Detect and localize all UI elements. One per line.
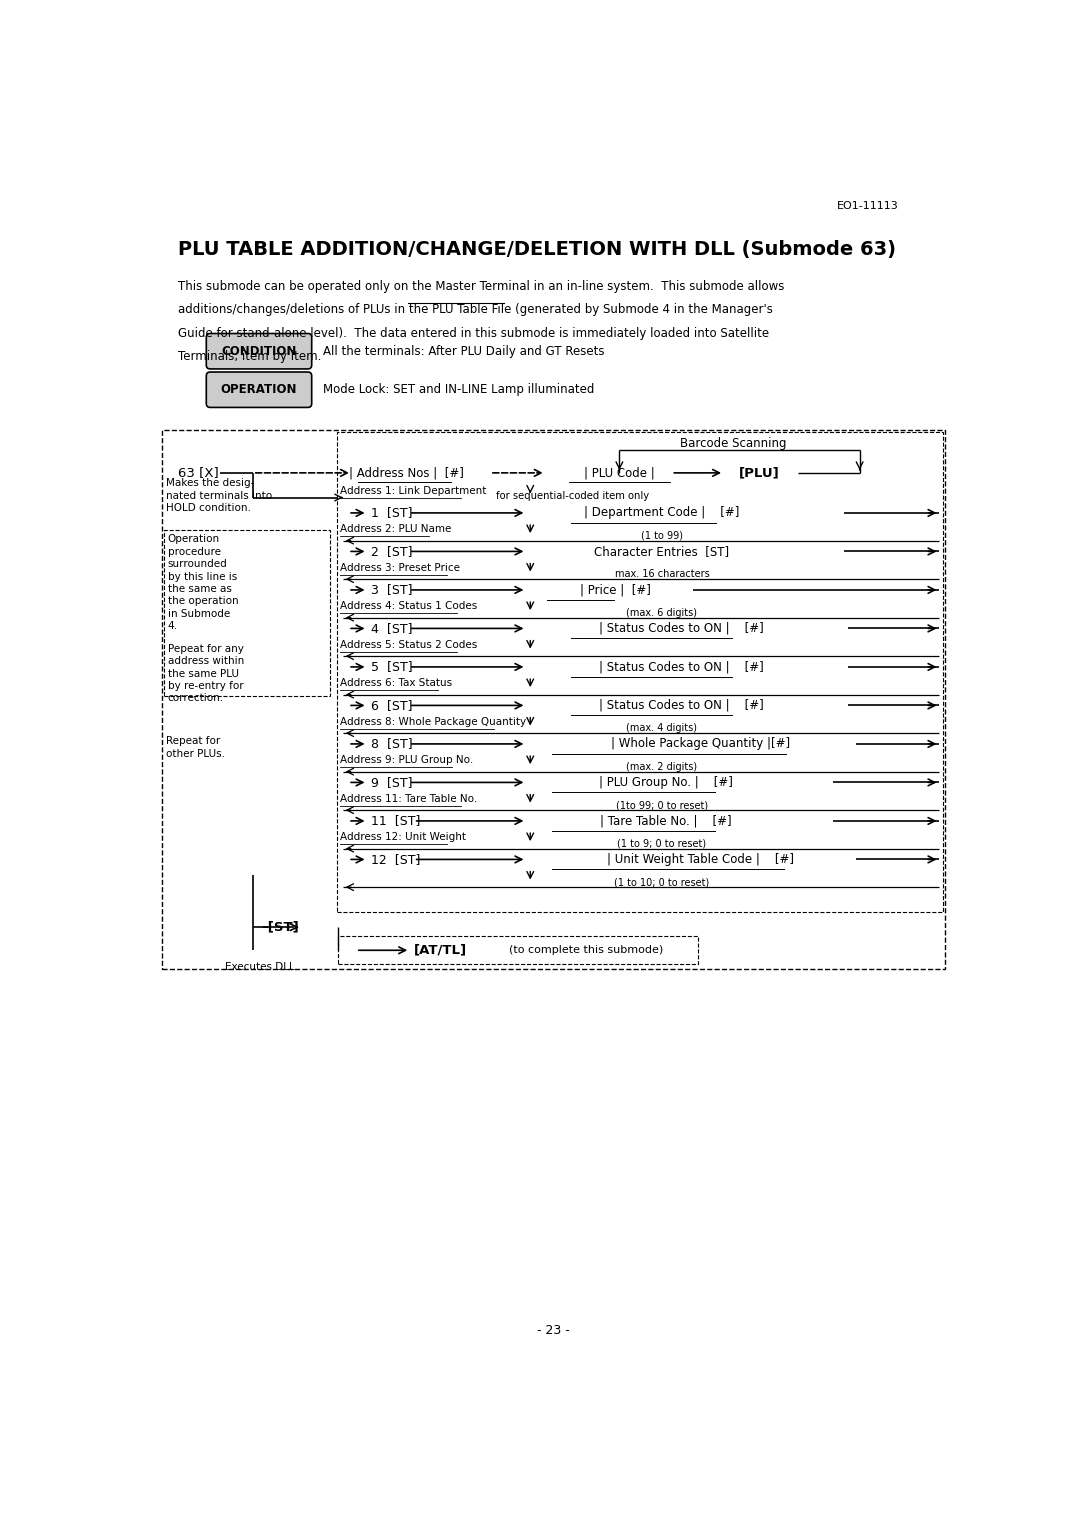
Text: Address 9: PLU Group No.: Address 9: PLU Group No. <box>340 755 474 766</box>
Text: 12  [ST]: 12 [ST] <box>372 853 421 866</box>
Text: Barcode Scanning: Barcode Scanning <box>680 437 786 449</box>
Text: [AT/TL]: [AT/TL] <box>414 944 468 957</box>
Text: All the terminals: After PLU Daily and GT Resets: All the terminals: After PLU Daily and G… <box>323 345 604 358</box>
Text: Repeat for
other PLUs.: Repeat for other PLUs. <box>166 736 225 758</box>
Text: | Unit Weight Table Code |    [#]: | Unit Weight Table Code | [#] <box>607 853 794 866</box>
Text: 3  [ST]: 3 [ST] <box>372 584 413 596</box>
Text: (max. 6 digits): (max. 6 digits) <box>626 608 698 617</box>
Text: CONDITION: CONDITION <box>221 345 297 358</box>
Text: 4  [ST]: 4 [ST] <box>372 622 413 636</box>
Text: Mode Lock: SET and IN-LINE Lamp illuminated: Mode Lock: SET and IN-LINE Lamp illumina… <box>323 384 594 396</box>
Text: –[ST]: –[ST] <box>261 921 299 934</box>
Text: (max. 4 digits): (max. 4 digits) <box>626 723 698 733</box>
Text: | Department Code |    [#]: | Department Code | [#] <box>584 506 740 520</box>
Text: Makes the desig-
nated terminals into
HOLD condition.: Makes the desig- nated terminals into HO… <box>166 478 272 513</box>
Text: (max. 2 digits): (max. 2 digits) <box>626 761 698 772</box>
Text: for sequential-coded item only: for sequential-coded item only <box>497 492 649 501</box>
Text: (to complete this submode): (to complete this submode) <box>509 946 663 955</box>
Text: 1  [ST]: 1 [ST] <box>372 506 413 520</box>
FancyBboxPatch shape <box>206 333 312 368</box>
Text: | Address Nos |  [#]: | Address Nos | [#] <box>349 466 463 480</box>
Text: (1 to 10; 0 to reset): (1 to 10; 0 to reset) <box>615 877 710 888</box>
Text: Address 1: Link Department: Address 1: Link Department <box>340 486 487 497</box>
Text: | Status Codes to ON |    [#]: | Status Codes to ON | [#] <box>599 622 764 636</box>
Text: Address 5: Status 2 Codes: Address 5: Status 2 Codes <box>340 640 477 649</box>
Text: (1to 99; 0 to reset): (1to 99; 0 to reset) <box>616 801 708 810</box>
Text: | Price |  [#]: | Price | [#] <box>580 584 651 596</box>
Text: Character Entries  [ST]: Character Entries [ST] <box>594 545 730 558</box>
Text: Guide for stand-alone level).  The data entered in this submode is immediately l: Guide for stand-alone level). The data e… <box>177 327 769 339</box>
Text: | Tare Table No. |    [#]: | Tare Table No. | [#] <box>600 814 731 828</box>
Text: | Whole Package Quantity |[#]: | Whole Package Quantity |[#] <box>611 738 791 750</box>
Text: | PLU Code |: | PLU Code | <box>584 466 654 480</box>
Text: Pepeat for any
address within
the same PLU
by re-entry for
correction.: Pepeat for any address within the same P… <box>167 643 244 703</box>
Bar <box>337 432 943 912</box>
Text: (1 to 9; 0 to reset): (1 to 9; 0 to reset) <box>618 839 706 848</box>
Bar <box>338 937 699 964</box>
Text: Address 6: Tax Status: Address 6: Tax Status <box>340 678 453 689</box>
Text: additions/changes/deletions of PLUs in the PLU Table File (generated by Submode : additions/changes/deletions of PLUs in t… <box>177 304 772 316</box>
Bar <box>162 429 945 969</box>
Text: Address 4: Status 1 Codes: Address 4: Status 1 Codes <box>340 602 477 611</box>
Text: Operation
procedure
surrounded
by this line is
the same as
the operation
in Subm: Operation procedure surrounded by this l… <box>167 535 239 631</box>
FancyBboxPatch shape <box>206 371 312 408</box>
Text: Executes DLL.: Executes DLL. <box>225 963 298 972</box>
Text: 8  [ST]: 8 [ST] <box>372 738 413 750</box>
Text: EO1-11113: EO1-11113 <box>837 202 899 211</box>
Text: Address 12: Unit Weight: Address 12: Unit Weight <box>340 833 467 842</box>
Text: 11  [ST]: 11 [ST] <box>372 814 421 828</box>
Text: 63 [X]: 63 [X] <box>178 466 218 480</box>
Text: | Status Codes to ON |    [#]: | Status Codes to ON | [#] <box>599 698 764 712</box>
Text: Address 2: PLU Name: Address 2: PLU Name <box>340 524 451 535</box>
Text: max. 16 characters: max. 16 characters <box>615 568 710 579</box>
Text: OPERATION: OPERATION <box>220 384 297 396</box>
Text: Address 3: Preset Price: Address 3: Preset Price <box>340 562 460 573</box>
Text: 5  [ST]: 5 [ST] <box>372 660 413 674</box>
Text: PLU TABLE ADDITION/CHANGE/DELETION WITH DLL (Submode 63): PLU TABLE ADDITION/CHANGE/DELETION WITH … <box>177 240 895 258</box>
Bar <box>164 530 330 697</box>
Text: | PLU Group No. |    [#]: | PLU Group No. | [#] <box>599 776 733 788</box>
Text: This submode can be operated only on the Master Terminal in an in-line system.  : This submode can be operated only on the… <box>177 280 784 293</box>
Text: Terminals, item by item.: Terminals, item by item. <box>177 350 321 362</box>
Text: [PLU]: [PLU] <box>739 466 780 480</box>
Text: | Status Codes to ON |    [#]: | Status Codes to ON | [#] <box>599 660 764 674</box>
Text: (1 to 99): (1 to 99) <box>642 530 683 541</box>
Text: 9  [ST]: 9 [ST] <box>372 776 413 788</box>
Text: 6  [ST]: 6 [ST] <box>372 698 413 712</box>
Text: - 23 -: - 23 - <box>537 1325 570 1337</box>
Text: 2  [ST]: 2 [ST] <box>372 545 413 558</box>
Text: Address 11: Tare Table No.: Address 11: Tare Table No. <box>340 795 477 804</box>
Text: Address 8: Whole Package Quantity: Address 8: Whole Package Quantity <box>340 717 527 727</box>
